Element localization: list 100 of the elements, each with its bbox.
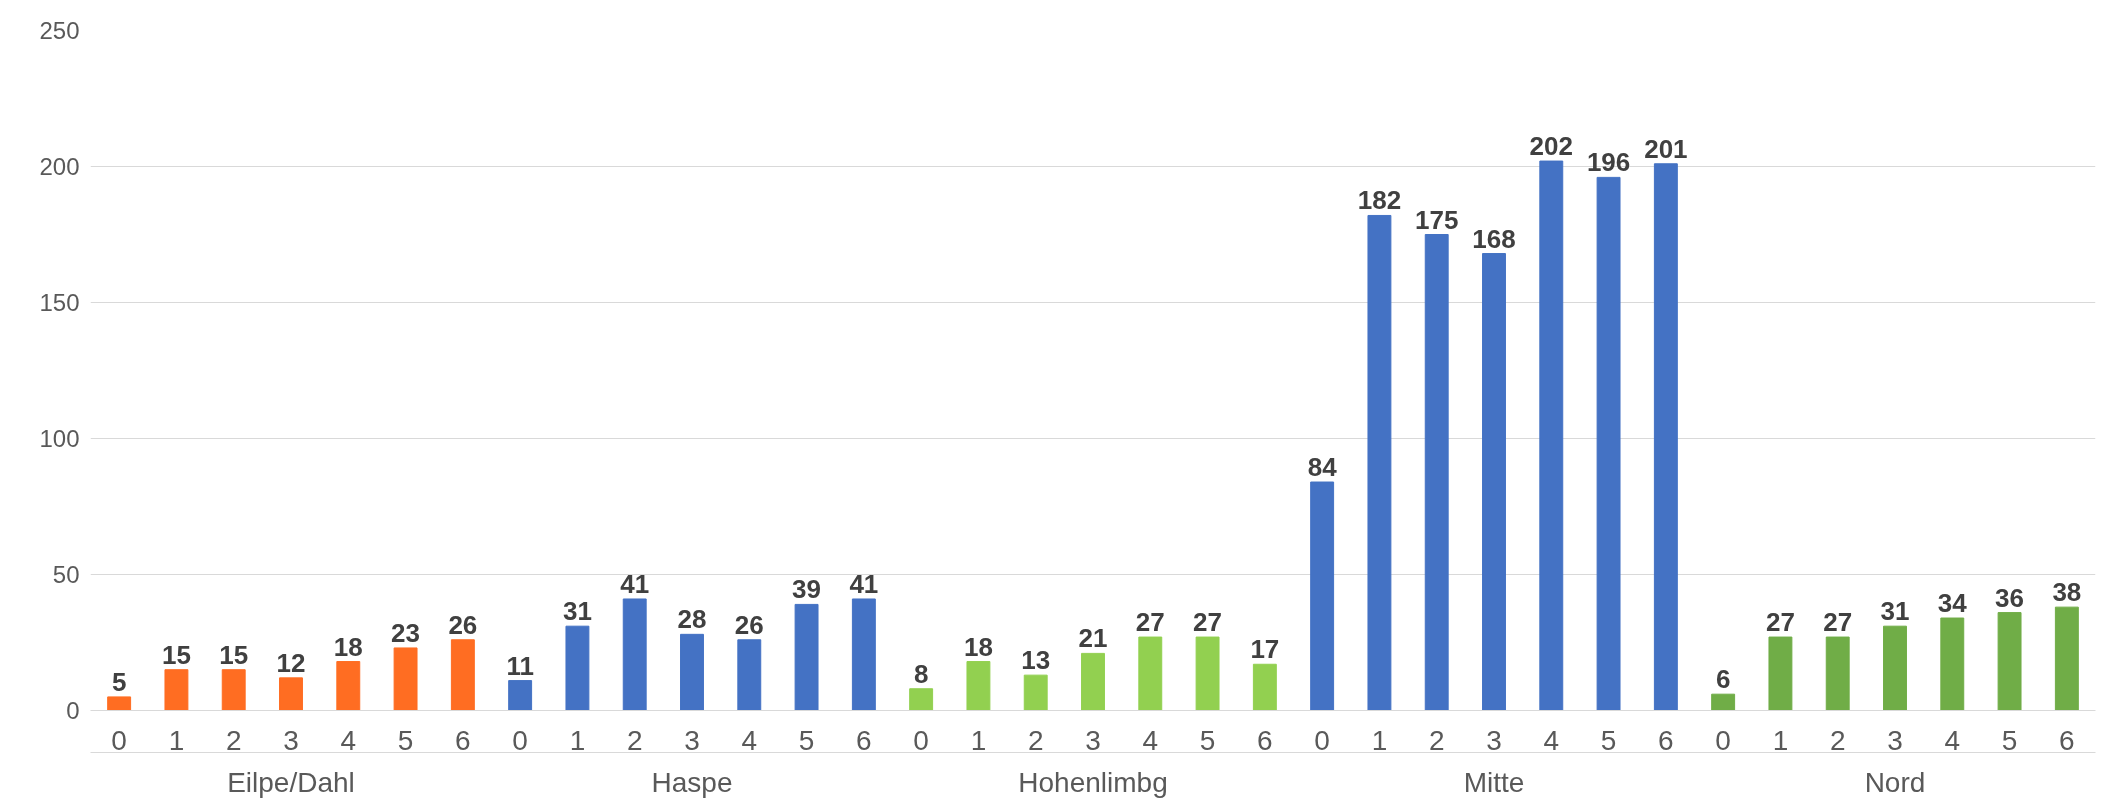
data-label: 39 <box>792 574 822 605</box>
x-tick-label: 5 <box>2001 724 2018 756</box>
x-tick-label: 4 <box>1142 724 1159 756</box>
data-label: 8 <box>913 658 929 689</box>
bar <box>966 661 991 711</box>
bar <box>1252 663 1277 711</box>
data-label: 182 <box>1357 185 1402 216</box>
text: Haspe <box>651 766 733 798</box>
data-label: 41 <box>849 568 879 599</box>
data-label: 36 <box>1995 582 2025 613</box>
data-label: 27 <box>1765 607 1795 638</box>
bar <box>737 639 762 711</box>
x-tick-label: 4 <box>1543 724 1560 756</box>
data-label: 28 <box>677 604 707 635</box>
bar <box>909 688 934 711</box>
x-tick-label: 6 <box>1658 724 1674 756</box>
x-tick-label: 4 <box>1944 724 1961 756</box>
x-tick-label: 3 <box>1887 724 1903 756</box>
x-tick-label: 4 <box>741 724 758 756</box>
data-label: 27 <box>1135 607 1165 638</box>
data-label: 26 <box>448 609 478 640</box>
bar <box>1711 693 1736 711</box>
data-label: 38 <box>2052 577 2082 608</box>
x-tick-label: 2 <box>225 724 242 756</box>
x-tick-label: 3 <box>684 724 700 756</box>
x-tick-label: 1 <box>1371 724 1388 756</box>
x-tick-label: 6 <box>856 724 872 756</box>
bar <box>221 669 246 711</box>
y-tick-label: 200 <box>39 153 80 180</box>
bar <box>851 598 876 711</box>
x-tick-label: 0 <box>1314 724 1330 756</box>
bar <box>2054 606 2079 711</box>
data-label: 27 <box>1193 607 1223 638</box>
data-label: 34 <box>1937 588 1968 619</box>
data-label: 13 <box>1021 645 1051 676</box>
y-tick-label: 150 <box>39 289 80 316</box>
data-label: 168 <box>1472 223 1516 254</box>
x-tick-label: 1 <box>1772 724 1789 756</box>
x-tick-label: 3 <box>283 724 299 756</box>
bar <box>1310 481 1335 711</box>
bar <box>1768 636 1793 711</box>
bar <box>336 661 361 711</box>
bar <box>1883 625 1907 711</box>
x-tick-label: 3 <box>1085 724 1101 756</box>
data-label: 27 <box>1823 607 1853 638</box>
x-tick-label: 3 <box>1486 724 1502 756</box>
y-tick-label: 250 <box>39 17 80 44</box>
bar <box>1997 612 2022 711</box>
x-tick-label: 6 <box>1257 724 1273 756</box>
x-tick-label: 4 <box>340 724 357 756</box>
data-label: 31 <box>562 596 592 627</box>
data-label: 12 <box>276 647 306 678</box>
x-tick-label: 0 <box>111 724 127 756</box>
x-tick-label: 5 <box>1199 724 1216 756</box>
x-tick-label: 6 <box>455 724 471 756</box>
bar <box>1653 163 1678 711</box>
bar <box>1023 674 1048 711</box>
x-tick-label: 5 <box>1600 724 1617 756</box>
bar <box>1195 636 1220 711</box>
data-label: 31 <box>1880 596 1910 627</box>
x-tick-label: 1 <box>970 724 987 756</box>
bar <box>622 598 647 711</box>
bar <box>508 680 533 711</box>
bar <box>680 633 704 711</box>
data-label: 18 <box>963 631 993 662</box>
data-label: 41 <box>620 568 650 599</box>
text: Mitte <box>1463 766 1525 798</box>
data-label: 15 <box>161 639 191 670</box>
data-label: 196 <box>1586 147 1631 178</box>
bar <box>1539 160 1564 711</box>
x-tick-label: 0 <box>913 724 929 756</box>
x-tick-label: 6 <box>2059 724 2075 756</box>
series-label: Eilpe/Dahl <box>227 766 355 798</box>
data-label: 202 <box>1529 131 1573 162</box>
data-label: 15 <box>219 639 249 670</box>
x-tick-label: 2 <box>1027 724 1044 756</box>
bar <box>279 677 303 711</box>
bar <box>1138 636 1163 711</box>
x-tick-label: 1 <box>569 724 586 756</box>
data-label: 23 <box>391 617 421 648</box>
bar <box>393 647 418 711</box>
x-tick-label: 1 <box>168 724 185 756</box>
bar <box>565 625 590 711</box>
data-label: 175 <box>1415 204 1459 235</box>
bar <box>794 603 819 711</box>
data-label: 17 <box>1250 634 1280 665</box>
data-label: 6 <box>1715 664 1731 695</box>
bar <box>1825 636 1850 711</box>
x-tick-label: 2 <box>1829 724 1846 756</box>
data-label: 11 <box>506 650 534 681</box>
data-label: 84 <box>1307 452 1338 483</box>
x-tick-label: 0 <box>1715 724 1731 756</box>
bar <box>450 639 475 711</box>
x-tick-label: 2 <box>626 724 643 756</box>
bar <box>107 696 132 711</box>
data-label: 21 <box>1078 623 1108 654</box>
bar <box>164 669 189 711</box>
data-label: 201 <box>1644 133 1688 164</box>
x-tick-label: 0 <box>512 724 528 756</box>
x-tick-label: 5 <box>798 724 815 756</box>
